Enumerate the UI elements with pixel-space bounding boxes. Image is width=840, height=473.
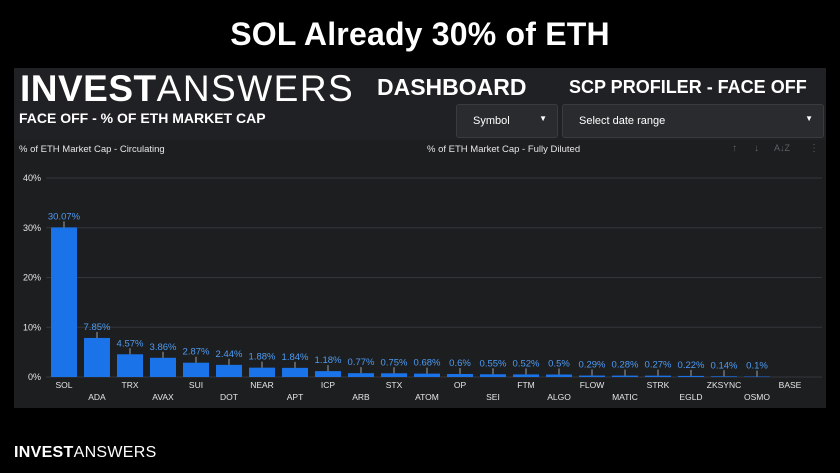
chevron-down-icon: ▼	[805, 114, 813, 123]
data-label: 2.44%	[216, 349, 243, 360]
brand-logo-light: ANSWERS	[156, 68, 355, 109]
symbol-dropdown[interactable]: Symbol ▼	[456, 104, 558, 138]
bar	[117, 354, 143, 377]
x-tick-label: ICP	[321, 380, 336, 390]
data-label: 1.18%	[315, 355, 342, 366]
y-tick-label: 20%	[23, 273, 41, 283]
x-tick-label: BASE	[779, 380, 802, 390]
data-label: 0.6%	[449, 358, 471, 369]
y-tick-label: 30%	[23, 223, 41, 233]
chevron-down-icon: ▼	[539, 114, 547, 123]
data-label: 2.87%	[183, 347, 210, 358]
brand-logo-bold: INVEST	[20, 68, 157, 109]
data-label: 30.07%	[48, 211, 81, 222]
dashboard-panel: INVESTANSWERS DASHBOARD SCP PROFILER - F…	[14, 68, 826, 408]
arrow-up-icon[interactable]: ↑	[732, 143, 737, 154]
bar	[579, 375, 605, 377]
data-label: 0.77%	[348, 357, 375, 368]
profiler-title: SCP PROFILER - FACE OFF	[569, 77, 807, 97]
bar	[414, 373, 440, 377]
data-label: 0.22%	[678, 360, 705, 371]
footer-logo-bold: INVEST	[14, 444, 74, 461]
bar	[150, 357, 176, 377]
bar	[546, 374, 572, 377]
x-tick-label: ZKSYNC	[707, 380, 741, 390]
x-tick-label: APT	[287, 392, 304, 402]
footer-logo-light: ANSWERS	[73, 444, 157, 461]
date-range-dropdown-label: Select date range	[579, 115, 666, 127]
bar	[612, 375, 638, 377]
bar	[513, 374, 539, 377]
footer-logo: INVESTANSWERS	[14, 444, 157, 462]
x-tick-label: MATIC	[612, 392, 638, 402]
x-tick-label: SOL	[55, 380, 72, 390]
brand-logo: INVESTANSWERS	[20, 68, 354, 110]
data-label: 4.57%	[117, 338, 144, 349]
sort-az-icon[interactable]: A↓Z	[774, 143, 791, 153]
y-tick-label: 10%	[23, 322, 41, 332]
bar	[84, 337, 110, 377]
dashboard-title: DASHBOARD	[377, 74, 527, 100]
date-range-dropdown[interactable]: Select date range ▼	[562, 104, 824, 138]
arrow-down-icon[interactable]: ↓	[754, 143, 759, 154]
x-tick-label: TRX	[122, 380, 139, 390]
bar	[381, 373, 407, 377]
bar	[51, 227, 77, 377]
y-tick-label: 40%	[23, 173, 41, 183]
more-vert-icon[interactable]: ⋮	[809, 143, 819, 154]
x-tick-label: SEI	[486, 392, 500, 402]
data-label: 3.86%	[150, 342, 177, 353]
bar	[282, 367, 308, 377]
x-tick-label: OP	[454, 380, 467, 390]
x-tick-label: ARB	[352, 392, 370, 402]
bar	[315, 371, 341, 377]
bar	[183, 362, 209, 377]
x-tick-label: AVAX	[152, 392, 174, 402]
data-label: 0.29%	[579, 360, 606, 371]
data-label: 0.27%	[645, 360, 672, 371]
chart-area: % of ETH Market Cap - Circulating % of E…	[14, 140, 826, 408]
data-label: 1.88%	[249, 352, 276, 363]
tab-circulating[interactable]: % of ETH Market Cap - Circulating	[19, 144, 165, 155]
data-label: 0.55%	[480, 358, 507, 369]
data-label: 0.52%	[513, 358, 540, 369]
bar	[645, 375, 671, 377]
data-label: 0.5%	[548, 359, 570, 370]
bar	[480, 374, 506, 377]
bar	[678, 375, 704, 377]
bar	[216, 364, 242, 377]
x-tick-label: OSMO	[744, 392, 770, 402]
x-tick-label: NEAR	[250, 380, 274, 390]
y-tick-label: 0%	[28, 372, 41, 382]
data-label: 0.68%	[414, 358, 441, 369]
symbol-dropdown-label: Symbol	[473, 115, 510, 127]
x-tick-label: SUI	[189, 380, 203, 390]
tab-fully-diluted[interactable]: % of ETH Market Cap - Fully Diluted	[427, 144, 581, 155]
data-label: 7.85%	[84, 322, 111, 333]
data-label: 0.28%	[612, 360, 639, 371]
data-label: 0.75%	[381, 357, 408, 368]
bar	[711, 376, 737, 377]
x-tick-label: DOT	[220, 392, 238, 402]
x-tick-label: FTM	[517, 380, 534, 390]
x-tick-label: ADA	[88, 392, 106, 402]
x-tick-label: EGLD	[679, 392, 702, 402]
x-tick-label: STRK	[647, 380, 670, 390]
data-label: 1.84%	[282, 352, 309, 363]
x-tick-label: ATOM	[415, 392, 439, 402]
x-tick-label: ALGO	[547, 392, 571, 402]
page-subtitle: FACE OFF - % OF ETH MARKET CAP	[19, 110, 266, 126]
data-label: 0.14%	[711, 360, 738, 371]
data-label: 0.1%	[746, 361, 768, 372]
bar	[249, 367, 275, 377]
bar-chart: 0% 10% 20% 30% 40% 30.07% SOL 7.85% ADA 4.57% TRX 3…	[23, 173, 822, 402]
bar	[348, 373, 374, 377]
x-tick-label: STX	[386, 380, 403, 390]
x-tick-label: FLOW	[580, 380, 605, 390]
bar	[447, 374, 473, 377]
slide-title: SOL Already 30% of ETH	[230, 16, 610, 52]
